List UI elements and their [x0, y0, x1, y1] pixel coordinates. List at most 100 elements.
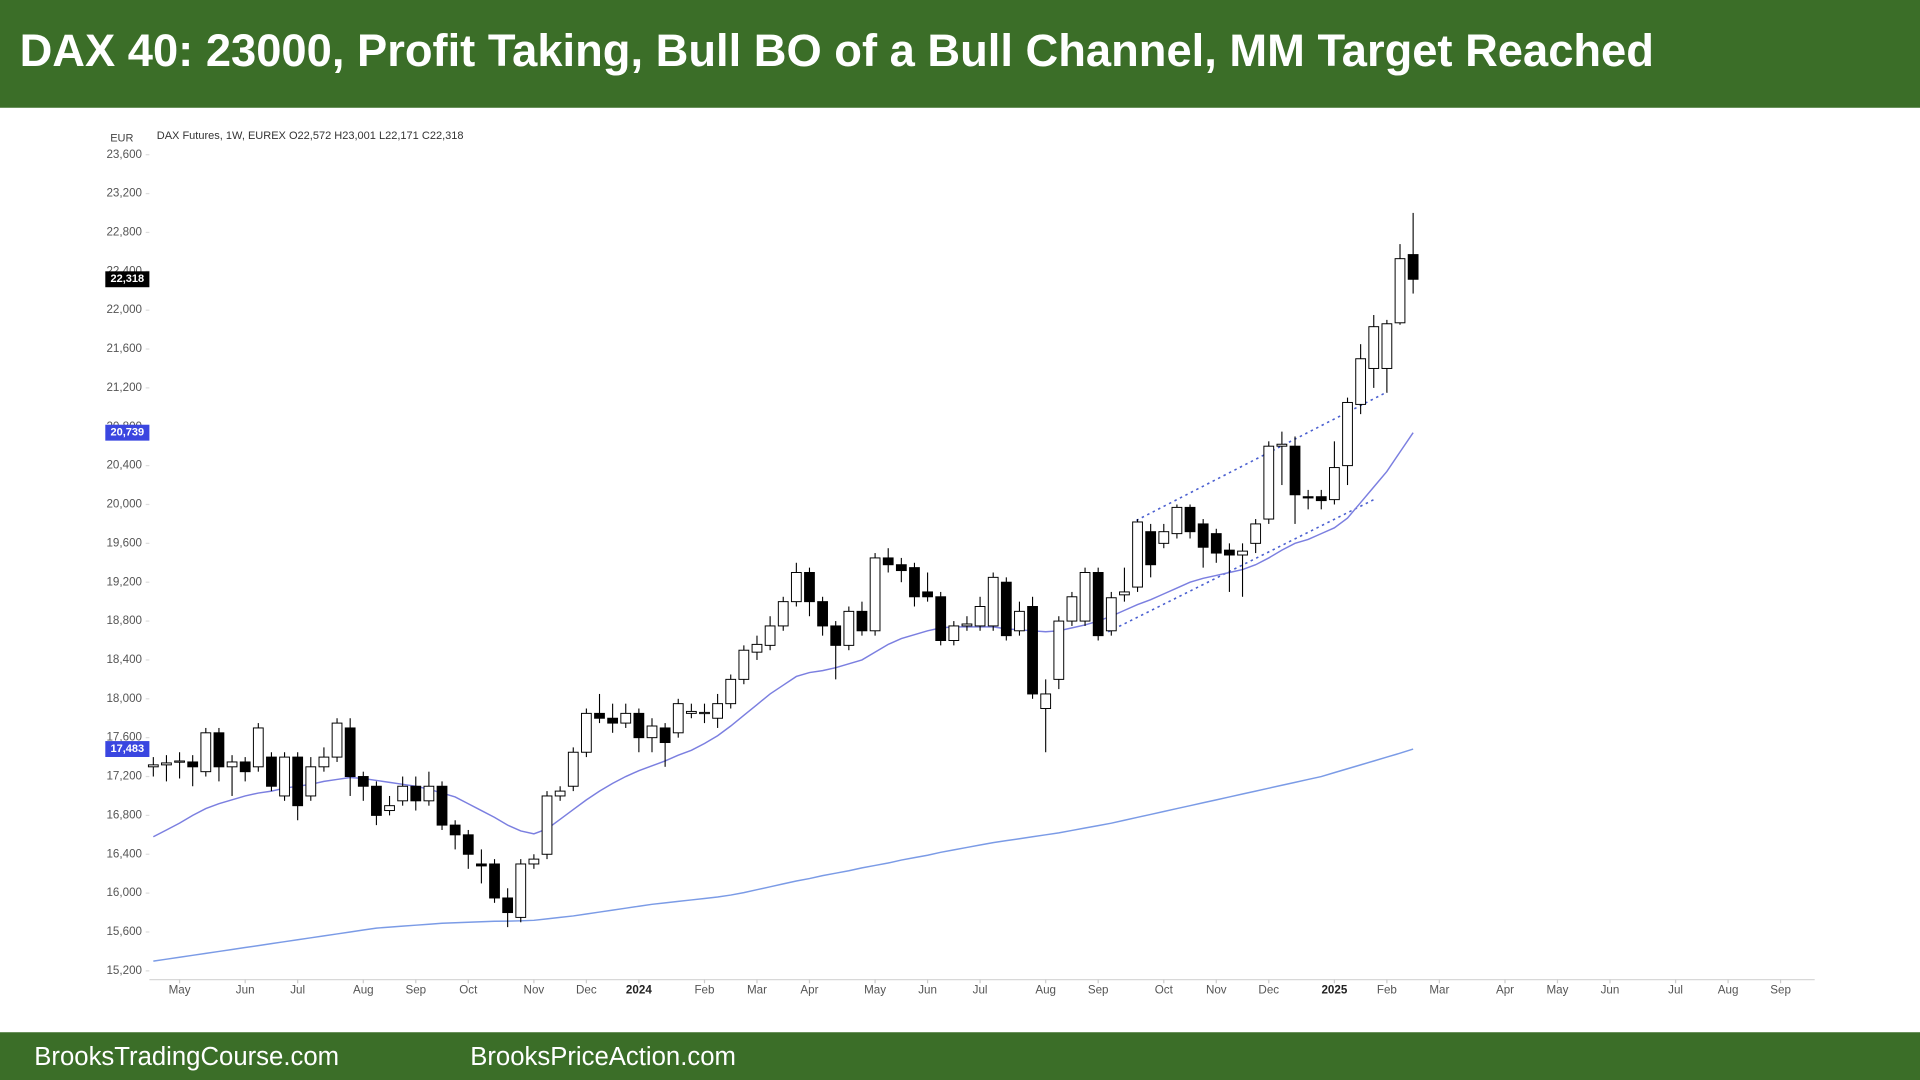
- candle-body: [567, 751, 579, 787]
- y-tick-label: 20,000: [106, 498, 142, 511]
- candle-body: [371, 785, 382, 816]
- candle-body: [226, 761, 238, 768]
- candle-body: [344, 727, 356, 778]
- candle-body: [266, 756, 277, 787]
- candle-body: [502, 897, 514, 914]
- candle-body: [410, 785, 422, 802]
- candle-body: [1210, 533, 1222, 554]
- candle-body: [1342, 401, 1353, 467]
- candle-body: [384, 805, 395, 812]
- candle-body: [1000, 581, 1012, 637]
- candle-body: [594, 712, 605, 719]
- candle-body: [554, 790, 566, 797]
- y-tick-label: 17,600: [106, 731, 142, 744]
- candle-body: [476, 863, 487, 867]
- candle-body: [1381, 323, 1393, 369]
- candle-body: [489, 863, 500, 899]
- x-tick-label: Aug: [353, 984, 374, 997]
- candle-body: [187, 761, 199, 768]
- candle-body: [357, 776, 369, 787]
- slide-title: DAX 40: 23000, Profit Taking, Bull BO of…: [20, 25, 1654, 76]
- candle-body: [764, 625, 776, 646]
- x-tick-label: May: [169, 984, 191, 997]
- y-tick-label: 20,400: [106, 459, 142, 472]
- candle-body: [147, 764, 159, 768]
- candle-body: [580, 712, 592, 753]
- candle-body: [1092, 572, 1104, 637]
- x-tick-label: Apr: [800, 984, 818, 997]
- candle-body: [1329, 467, 1340, 501]
- candle-body: [922, 591, 933, 598]
- candle-body: [1119, 591, 1130, 596]
- candle-body: [633, 712, 645, 739]
- candle-body: [672, 703, 684, 734]
- candle-body: [1276, 443, 1288, 447]
- x-tick-label: Dec: [1258, 984, 1279, 997]
- moving-average: [153, 748, 1414, 962]
- candle-body: [738, 649, 750, 680]
- x-tick-label: Jul: [973, 984, 988, 997]
- candle-body: [1289, 445, 1301, 496]
- candle-body: [436, 785, 448, 826]
- y-tick-label: 22,000: [106, 303, 142, 316]
- y-tick-label: 23,200: [106, 187, 142, 200]
- footer-link: BrooksPriceAction.com: [470, 1043, 736, 1071]
- price-marker: [105, 424, 150, 441]
- candle-body: [830, 625, 842, 646]
- x-tick-label: Sep: [1770, 984, 1791, 997]
- x-tick-label: Mar: [1429, 984, 1449, 997]
- x-tick-label: 2025: [1321, 984, 1347, 997]
- candle-body: [987, 576, 999, 627]
- candle-body: [200, 732, 212, 773]
- channel-line: [1107, 498, 1375, 633]
- x-tick-label: Sep: [1088, 984, 1109, 997]
- candle-body: [607, 717, 619, 724]
- candle-body: [515, 863, 527, 918]
- price-marker-label: 17,483: [110, 743, 144, 755]
- candle-body: [1040, 693, 1052, 710]
- price-marker: [105, 271, 150, 288]
- candle-body: [895, 564, 907, 572]
- candle-body: [817, 601, 828, 627]
- candle-body: [620, 712, 632, 724]
- x-tick-label: Dec: [576, 984, 597, 997]
- x-tick-label: Feb: [1377, 984, 1397, 997]
- candle-body: [751, 643, 763, 653]
- candle-body: [318, 756, 330, 768]
- candle-body: [161, 762, 172, 766]
- candle-body: [1197, 523, 1209, 548]
- y-tick-label: 16,000: [106, 886, 142, 899]
- candle-body: [1394, 258, 1406, 324]
- candle-body: [213, 732, 225, 768]
- x-tick-label: Aug: [1718, 984, 1739, 997]
- candle-body: [685, 710, 697, 714]
- x-tick-label: Feb: [694, 984, 714, 997]
- candle-body: [725, 678, 737, 705]
- y-tick-label: 16,800: [106, 808, 142, 821]
- candle-body: [1027, 606, 1038, 695]
- candle-body: [292, 756, 304, 807]
- x-tick-label: Aug: [1035, 984, 1056, 997]
- candle-body: [1184, 506, 1196, 533]
- candle-body: [659, 727, 671, 744]
- y-tick-label: 23,600: [106, 148, 142, 161]
- candle-body: [1237, 550, 1248, 556]
- x-tick-label: Mar: [747, 984, 767, 997]
- candle-body: [1250, 523, 1262, 544]
- candle-body: [790, 572, 802, 603]
- y-tick-label: 16,400: [106, 847, 142, 860]
- candle-body: [252, 727, 264, 768]
- candle-body: [1014, 610, 1025, 632]
- x-tick-label: Apr: [1496, 984, 1514, 997]
- x-tick-label: Jun: [236, 984, 255, 997]
- x-tick-label: Jun: [1601, 984, 1620, 997]
- y-tick-label: 15,600: [106, 925, 142, 938]
- candle-body: [541, 795, 553, 855]
- candle-body: [528, 858, 540, 865]
- candle-body: [856, 610, 868, 632]
- footer-bar: [0, 1032, 1920, 1080]
- candle-body: [948, 625, 960, 641]
- x-tick-label: Oct: [1155, 984, 1174, 997]
